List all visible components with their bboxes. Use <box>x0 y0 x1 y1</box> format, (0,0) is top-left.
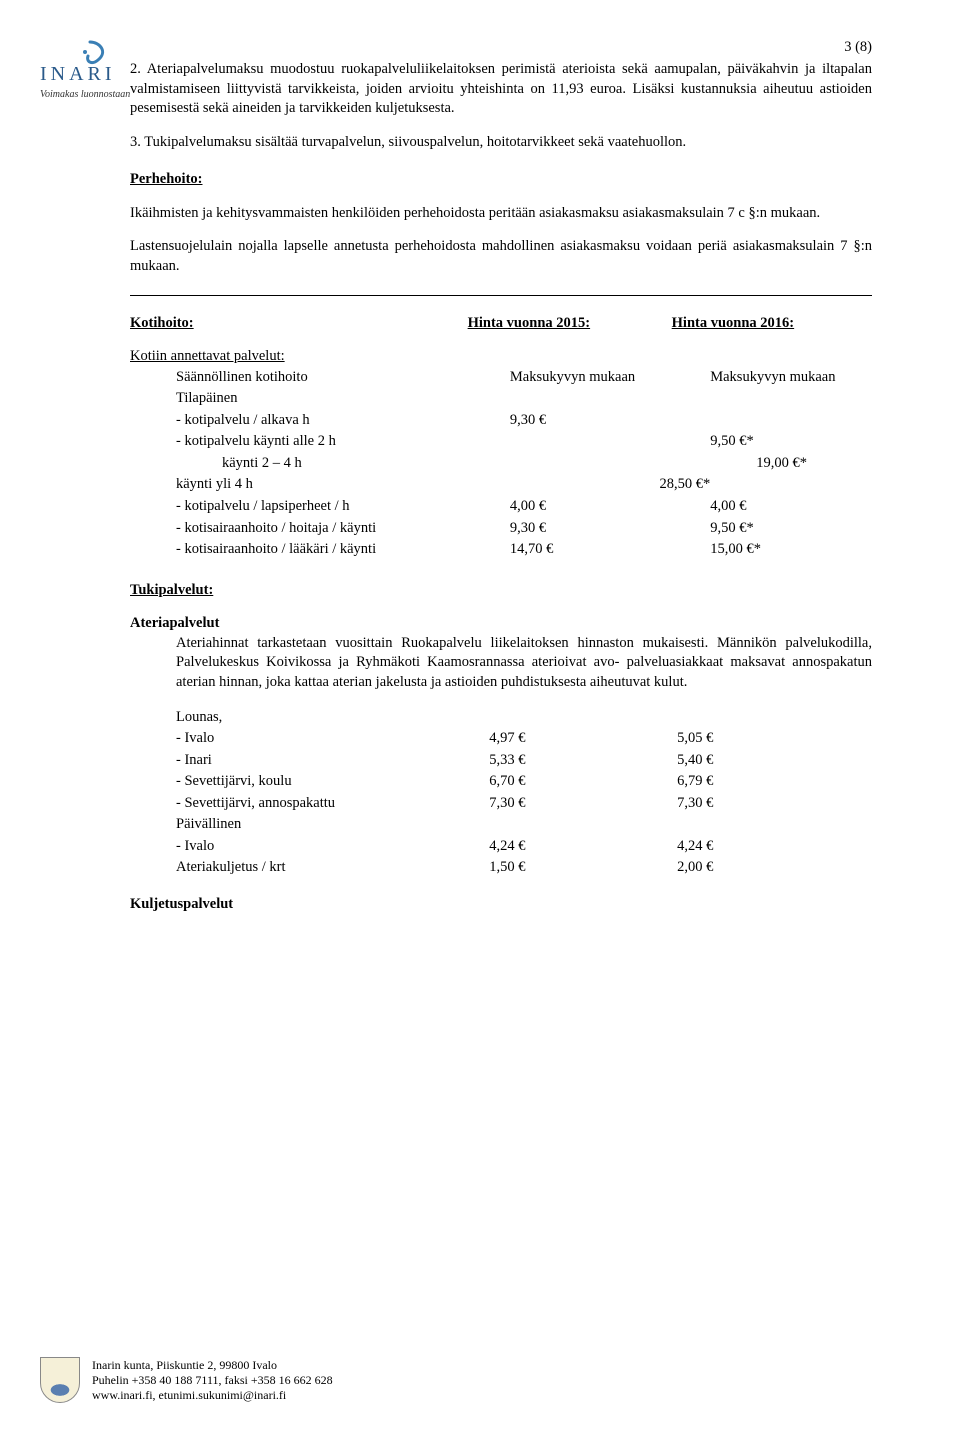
row-label: - Sevettijärvi, annospakattu <box>176 794 489 814</box>
row-label: Ateriakuljetus / krt <box>176 858 489 878</box>
table-row: Ateriakuljetus / krt1,50 €2,00 € <box>176 857 872 879</box>
kotihoito-heading: Kotihoito: <box>130 314 464 334</box>
table-row: - Sevettijärvi, annospakattu7,30 €7,30 € <box>176 793 872 815</box>
row-label: Päivällinen <box>176 815 489 835</box>
perhehoito-p1: Ikäihmisten ja kehitysvammaisten henkilö… <box>130 204 872 224</box>
row-label: Lounas, <box>176 708 489 728</box>
svg-text:INARI: INARI <box>40 63 116 85</box>
row-label: - kotisairaanhoito / hoitaja / käynti <box>130 519 510 539</box>
municipality-logo: INARI Voimakas luonnostaan <box>40 38 140 102</box>
value-2015: 4,00 € <box>510 497 710 517</box>
value-2016: 4,00 € <box>710 497 910 517</box>
divider <box>130 295 872 296</box>
table-row: - kotipalvelu / alkava h9,30 € <box>130 410 872 432</box>
row-label: - kotipalvelu käynti alle 2 h <box>130 432 510 452</box>
table-row: - Ivalo4,97 €5,05 € <box>176 728 872 750</box>
value-2015: 7,30 € <box>489 794 677 814</box>
table-row: - kotisairaanhoito / hoitaja / käynti9,3… <box>130 518 872 540</box>
inari-logo-icon: INARI <box>40 38 140 86</box>
value-2015: 6,70 € <box>489 772 677 792</box>
perhehoito-p2: Lastensuojelulain nojalla lapselle annet… <box>130 237 872 276</box>
ateriapalvelut-text: Ateriahinnat tarkastetaan vuosittain Ruo… <box>176 634 872 693</box>
kotihoito-table: Säännöllinen kotihoitoMaksukyvyn mukaanM… <box>130 367 872 561</box>
row-label: - kotisairaanhoito / lääkäri / käynti <box>130 540 510 560</box>
value-2015: 14,70 € <box>510 540 710 560</box>
logo-tagline: Voimakas luonnostaan <box>40 88 140 102</box>
row-label: - Ivalo <box>176 837 489 857</box>
value-2016: 9,50 €* <box>710 519 910 539</box>
value-2015: 4,24 € <box>489 837 677 857</box>
page-number: 3 (8) <box>844 38 872 58</box>
row-label: Tilapäinen <box>130 389 510 409</box>
table-row: - kotisairaanhoito / lääkäri / käynti14,… <box>130 539 872 561</box>
footer-web: www.inari.fi, etunimi.sukunimi@inari.fi <box>92 1388 333 1403</box>
coat-of-arms-icon <box>40 1357 80 1403</box>
table-row: - kotipalvelu / lapsiperheet / h4,00 €4,… <box>130 496 872 518</box>
row-label: - Sevettijärvi, koulu <box>176 772 489 792</box>
table-row: Säännöllinen kotihoitoMaksukyvyn mukaanM… <box>130 367 872 389</box>
value-2016: 19,00 €* <box>756 454 956 474</box>
value-2016: Maksukyvyn mukaan <box>710 368 910 388</box>
value-2016: 5,05 € <box>677 729 865 749</box>
value-2016: 4,24 € <box>677 837 865 857</box>
row-label: - Inari <box>176 751 489 771</box>
value-2016: 5,40 € <box>677 751 865 771</box>
value-2015: 28,50 €* <box>510 475 770 495</box>
footer-phone: Puhelin +358 40 188 7111, faksi +358 16 … <box>92 1373 333 1388</box>
table-row: - Ivalo4,24 €4,24 € <box>176 836 872 858</box>
value-2015: 4,97 € <box>489 729 677 749</box>
row-label: - kotipalvelu / alkava h <box>130 411 510 431</box>
value-2015: 9,30 € <box>510 519 710 539</box>
col-2015-heading: Hinta vuonna 2015: <box>468 314 668 334</box>
row-label: käynti yli 4 h <box>130 475 510 495</box>
value-2015: 1,50 € <box>489 858 677 878</box>
table-row: - Sevettijärvi, koulu6,70 €6,79 € <box>176 771 872 793</box>
row-label: - kotipalvelu / lapsiperheet / h <box>130 497 510 517</box>
table-row: - Inari5,33 €5,40 € <box>176 750 872 772</box>
value-2016: 9,50 €* <box>710 432 910 452</box>
value-2016: 7,30 € <box>677 794 865 814</box>
row-label: - Ivalo <box>176 729 489 749</box>
table-row: käynti 2 – 4 h19,00 €* <box>130 453 872 475</box>
table-row: käynti yli 4 h28,50 €* <box>130 474 872 496</box>
row-label: käynti 2 – 4 h <box>130 454 556 474</box>
value-2016: 2,00 € <box>677 858 865 878</box>
kotiin-annettavat-heading: Kotiin annettavat palvelut: <box>130 347 872 367</box>
page-footer: Inarin kunta, Piiskuntie 2, 99800 Ivalo … <box>40 1357 333 1403</box>
ateriapalvelut-heading: Ateriapalvelut <box>130 614 872 634</box>
row-label: Säännöllinen kotihoito <box>130 368 510 388</box>
value-2015: Maksukyvyn mukaan <box>510 368 710 388</box>
paragraph-3: 3. Tukipalvelumaksu sisältää turvapalvel… <box>130 133 872 153</box>
perhehoito-heading: Perhehoito: <box>130 170 872 190</box>
ateria-table: Lounas,- Ivalo4,97 €5,05 €- Inari5,33 €5… <box>176 707 872 880</box>
col-2016-heading: Hinta vuonna 2016: <box>672 314 872 334</box>
value-2015: 9,30 € <box>510 411 710 431</box>
tukipalvelut-heading: Tukipalvelut: <box>130 581 872 601</box>
value-2016: 15,00 €* <box>710 540 910 560</box>
value-2015: 5,33 € <box>489 751 677 771</box>
footer-address: Inarin kunta, Piiskuntie 2, 99800 Ivalo <box>92 1358 333 1373</box>
paragraph-2: 2. Ateriapalvelumaksu muodostuu ruokapal… <box>130 60 872 119</box>
value-2016: 6,79 € <box>677 772 865 792</box>
table-row: Lounas, <box>176 707 872 729</box>
kuljetuspalvelut-heading: Kuljetuspalvelut <box>130 895 872 915</box>
table-row: Tilapäinen <box>130 388 872 410</box>
table-row: - kotipalvelu käynti alle 2 h9,50 €* <box>130 431 872 453</box>
table-row: Päivällinen <box>176 814 872 836</box>
